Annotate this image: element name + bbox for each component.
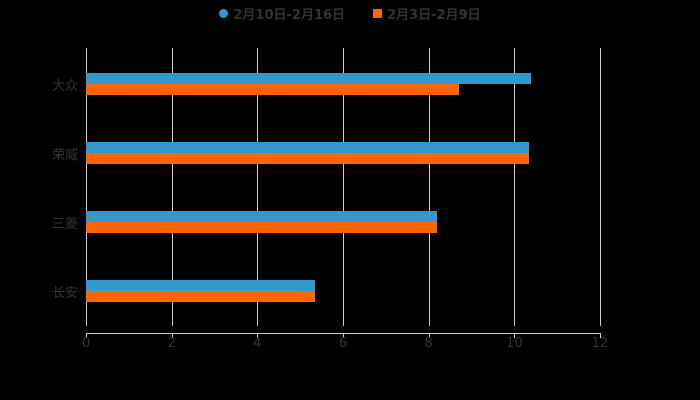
legend-item-week1[interactable]: 2月3日-2月9日 (373, 4, 481, 23)
bar-week1[interactable] (86, 84, 459, 95)
axis-tick (343, 333, 344, 338)
bar-week1[interactable] (86, 153, 530, 164)
axis-tick (86, 333, 87, 338)
axis-tick (514, 333, 516, 338)
x-tick-label: 0 (81, 336, 91, 351)
legend-swatch-icon (219, 8, 229, 18)
bar-week1[interactable] (86, 291, 316, 302)
bar-week1[interactable] (86, 222, 438, 233)
gridline (514, 48, 516, 326)
gridline (343, 48, 344, 326)
bar-week2[interactable] (86, 280, 316, 291)
axis-tick (428, 333, 430, 338)
legend: 2月10日-2月16日 2月3日-2月9日 (0, 4, 700, 23)
x-tick-label: 8 (424, 336, 433, 351)
bar-week2[interactable] (86, 142, 530, 153)
x-tick-label: 6 (338, 336, 348, 351)
legend-swatch-icon (373, 8, 383, 18)
x-tick-label: 12 (591, 336, 609, 351)
bar-week2[interactable] (86, 211, 438, 222)
category-label: 大众 (51, 79, 78, 94)
x-tick-label: 4 (253, 336, 262, 351)
gridline (428, 48, 430, 326)
axis-tick (600, 333, 601, 338)
bar-week2[interactable] (86, 73, 532, 84)
legend-label: 2月3日-2月9日 (387, 7, 481, 23)
legend-label: 2月10日-2月16日 (233, 7, 346, 23)
gridline (257, 48, 259, 326)
gridline (86, 48, 87, 326)
category-label: 长安 (51, 286, 78, 301)
axis-tick (257, 333, 259, 338)
category-label: 三菱 (51, 217, 78, 232)
axis-tick (171, 333, 173, 338)
x-tick-label: 10 (506, 336, 523, 351)
gridline (171, 48, 173, 326)
gridline (600, 48, 601, 326)
category-label: 荣威 (51, 148, 78, 163)
x-axis-line (86, 333, 600, 334)
x-tick-label: 2 (167, 336, 176, 351)
legend-item-week2[interactable]: 2月10日-2月16日 (219, 4, 346, 23)
